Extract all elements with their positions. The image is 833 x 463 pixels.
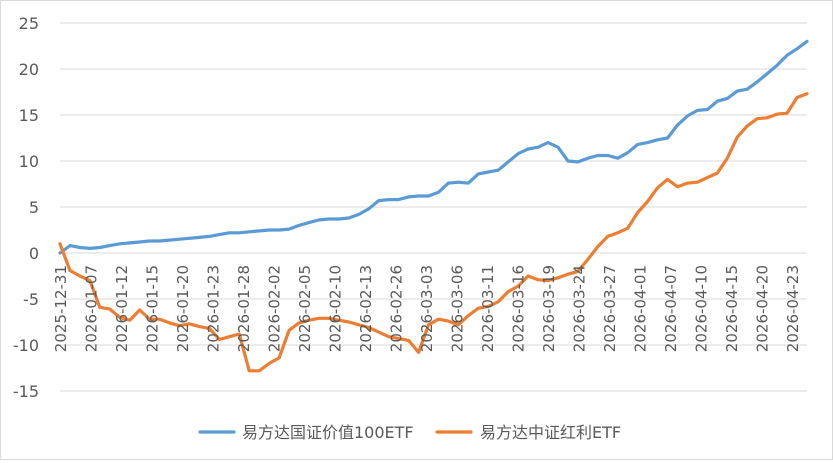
y-tick-label: -10 [13,336,39,355]
y-tick-label: 5 [29,198,39,217]
x-tick-label: 2025-12-31 [52,265,70,352]
x-tick-label: 2026-04-01 [632,265,650,352]
x-axis-tick-labels: 2025-12-31 2026-01-07 2026-01-12 2026-01-15… [52,265,802,352]
x-tick-label: 2026-03-19 [540,265,558,352]
legend-label: 易方达中证红利ETF [480,423,621,442]
x-tick-label: 2026-01-28 [235,265,253,352]
y-tick-label: 0 [29,244,39,263]
x-tick-label: 2026-01-12 [113,265,131,352]
x-tick-label: 2026-02-13 [357,265,375,352]
x-tick-label: 2026-01-07 [83,265,101,352]
x-tick-label: 2026-03-11 [479,265,497,352]
x-tick-label: 2026-01-23 [205,265,223,352]
legend-label: 易方达国证价值100ETF [242,423,414,442]
x-tick-label: 2026-03-03 [418,265,436,352]
series-line-1 [58,39,809,255]
x-tick-label: 2026-02-05 [296,265,314,352]
series-lines [58,39,809,373]
x-tick-label: 2026-03-06 [449,265,467,352]
x-tick-label: 2026-02-10 [327,265,345,352]
gridlines [60,22,807,392]
x-tick-label: 2026-03-24 [571,265,589,352]
y-tick-label: -15 [13,382,39,401]
y-tick-label: 20 [19,60,39,79]
x-tick-label: 2026-01-20 [174,265,192,352]
x-tick-label: 2026-02-02 [266,265,284,352]
y-axis-tick-labels: -15 -10 -5 0 5 10 15 20 25 [13,14,39,401]
y-tick-label: 15 [19,106,39,125]
series-line-2 [58,92,809,373]
x-tick-label: 2026-04-10 [693,265,711,352]
x-tick-label: 2026-01-15 [144,265,162,352]
x-tick-label: 2026-04-23 [784,265,802,352]
y-tick-label: 25 [19,14,39,33]
y-tick-label: -5 [23,290,39,309]
x-tick-label: 2026-02-26 [388,265,406,352]
x-tick-label: 2026-03-27 [601,265,619,352]
x-tick-label: 2026-04-07 [662,265,680,352]
x-tick-label: 2026-04-20 [754,265,772,352]
x-tick-label: 2026-03-16 [510,265,528,352]
y-tick-label: 10 [19,152,39,171]
legend: 易方达国证价值100ETF 易方达中证红利ETF [198,423,621,442]
x-tick-label: 2026-04-15 [723,265,741,352]
